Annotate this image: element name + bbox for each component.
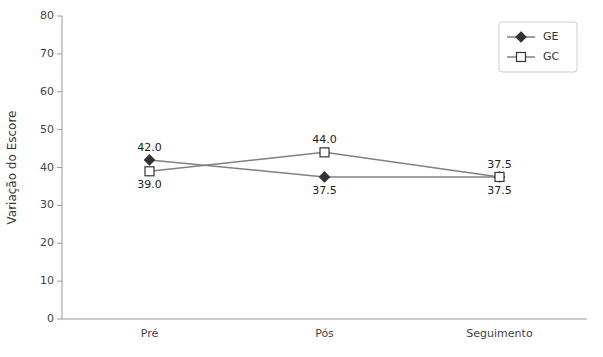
x-tick-label: Pré [141,327,159,340]
y-tick-label: 60 [40,85,54,98]
legend-marker [516,32,526,42]
y-tick [57,319,62,320]
y-tick-label: 0 [47,312,54,325]
legend-label: GC [543,50,560,63]
data-label: 37.5 [487,158,512,171]
plot-area [145,148,505,182]
y-tick-label: 10 [40,274,54,287]
legend: GE GC [499,22,577,72]
y-tick [57,167,62,168]
y-tick-label: 20 [40,236,54,249]
data-label: 37.5 [487,184,512,197]
x-tick-label: Seguimento [466,327,533,340]
data-label: 37.5 [312,184,337,197]
data-label: 44.0 [312,133,337,146]
y-tick-label: 70 [40,47,54,60]
point [495,172,504,181]
y-tick-label: 80 [40,9,54,22]
point [320,148,329,157]
y-tick [57,91,62,92]
y-tick [57,16,62,17]
y-tick [57,129,62,130]
point [145,155,155,165]
y-tick [57,205,62,206]
y-tick [57,243,62,244]
x-tick-label: Pós [315,327,334,340]
y-tick-label: 40 [40,161,54,174]
y-tick-label: 30 [40,198,54,211]
data-labels: 42.0 37.5 37.5 39.0 44.0 37.5 [137,133,512,197]
point [145,167,154,176]
point [320,172,330,182]
y-tick-label: 50 [40,123,54,136]
legend-marker [517,53,526,62]
y-axis-label: Variação do Escore [5,111,19,225]
data-label: 39.0 [137,178,162,191]
chart: 0 10 20 30 40 50 60 70 80 Pré Pós Seguimento Variaçã… [0,0,603,357]
legend-label: GE [543,30,559,43]
y-tick [57,53,62,54]
data-label: 42.0 [137,141,162,154]
point [495,172,505,182]
y-tick [57,281,62,282]
x-axis [62,319,587,320]
legend-box [499,22,577,72]
